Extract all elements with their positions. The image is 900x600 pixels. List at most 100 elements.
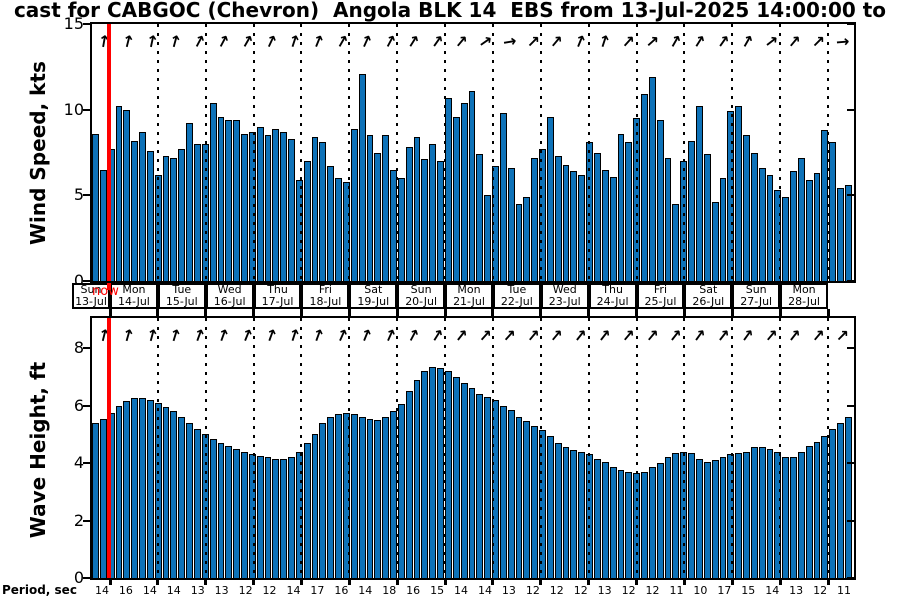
wave-bar [845,417,852,578]
wave-ytick-mark [83,347,90,350]
wave-bar [499,405,507,578]
day-label-dow: Sun [80,283,102,296]
period-value: 12 [525,584,540,597]
day-label-date: 18-Jul [309,295,342,308]
wind-bar [366,135,374,281]
day-gridline [539,318,542,578]
wind-bar [499,113,507,281]
day-label-dow: Sun [745,283,767,296]
day-gridline [444,318,447,578]
wind-bar [672,203,680,281]
wave-bar [703,461,711,578]
wave-bar [217,442,225,578]
day-label: Thu 17-Jul [253,283,302,309]
wave-bar [578,451,586,578]
wind-ytick-label: 15 [63,14,84,33]
day-gridline [252,318,255,578]
day-gridline [683,318,686,578]
wave-bar [123,401,131,578]
period-value: 11 [669,584,684,597]
wave-bar [515,417,523,578]
day-label-date: 27-Jul [740,295,773,308]
wind-bar [531,157,539,281]
wind-bar [99,169,107,281]
day-gridline [348,318,351,578]
wind-ytick-label: 0 [73,271,84,290]
day-label: Fri 18-Jul [301,283,350,309]
day-label-date: 23-Jul [548,295,581,308]
wind-bar [452,116,460,281]
wave-ytick-label: 4 [73,453,84,473]
period-value: 12 [549,584,564,597]
wind-bar [209,102,217,281]
wind-ytick-mark [847,280,854,282]
period-value: 17 [310,584,325,597]
wind-bar [641,94,648,281]
now-line [107,318,111,578]
period-value: 13 [501,584,516,597]
wave-bar [248,454,256,578]
wind-bar [727,111,735,281]
day-gridline [827,318,829,578]
day-label-date: 13-Jul [75,295,107,308]
day-boundary-tick [156,309,160,316]
wind-bar [468,90,476,281]
wave-bar [358,417,366,578]
wave-ytick-mark [847,404,854,407]
day-label-dow: Mon [457,283,481,296]
wave-bar [115,405,123,578]
wave-bar [711,460,719,578]
wind-bar [625,142,633,281]
wind-bar [358,73,366,281]
day-label: Sat 19-Jul [349,283,398,309]
wave-bar [601,461,609,578]
wave-bar [256,455,264,578]
wind-bar [123,109,131,281]
figure-title: cast for CABGOC (Chevron) Angola BLK 14 … [0,0,900,22]
day-gridline [156,318,159,578]
day-boundary-tick [826,580,830,585]
wave-bar [139,398,146,578]
day-label-dow: Thu [602,283,623,296]
wave-bar [484,397,492,578]
wave-ytick-label: 8 [73,338,84,358]
day-label-date: 15-Jul [165,295,198,308]
day-label-date: 24-Jul [596,295,629,308]
wind-bar [162,155,170,281]
day-boundary-tick [587,309,591,316]
day-boundary-tick [826,309,830,316]
wind-bar [688,140,695,281]
wave-bar [531,425,539,578]
wind-bar [115,106,123,281]
wind-bar [405,147,413,281]
day-boundary-tick [156,580,160,585]
day-boundary-tick [252,580,256,585]
wave-direction-arrow-icon: ↑ [142,324,161,347]
wind-bar [766,174,774,281]
wind-bar [397,178,405,281]
wave-ytick-mark [83,577,90,579]
day-label-date: 19-Jul [357,295,390,308]
wave-bar [648,467,656,578]
wind-bar [280,131,288,281]
period-value: 12 [645,584,660,597]
wave-bar [335,414,342,578]
wind-bar [335,178,342,281]
day-label-date: 17-Jul [261,295,294,308]
day-boundary-tick [252,309,256,316]
wind-bar [311,137,319,281]
wind-ytick-mark [847,194,854,197]
wave-bar [562,447,570,578]
wind-bar [782,197,790,281]
wave-bar [609,467,617,578]
wave-bar [413,379,421,578]
wind-bar [539,149,546,281]
day-label: Sun 13-Jul [72,283,110,309]
day-label: Mon 14-Jul [110,283,158,309]
wave-bar [311,434,319,578]
wind-bar [421,159,429,281]
day-label-date: 22-Jul [500,295,533,308]
wave-bar [758,447,766,578]
wind-bar [562,164,570,281]
wave-bar [170,411,178,578]
